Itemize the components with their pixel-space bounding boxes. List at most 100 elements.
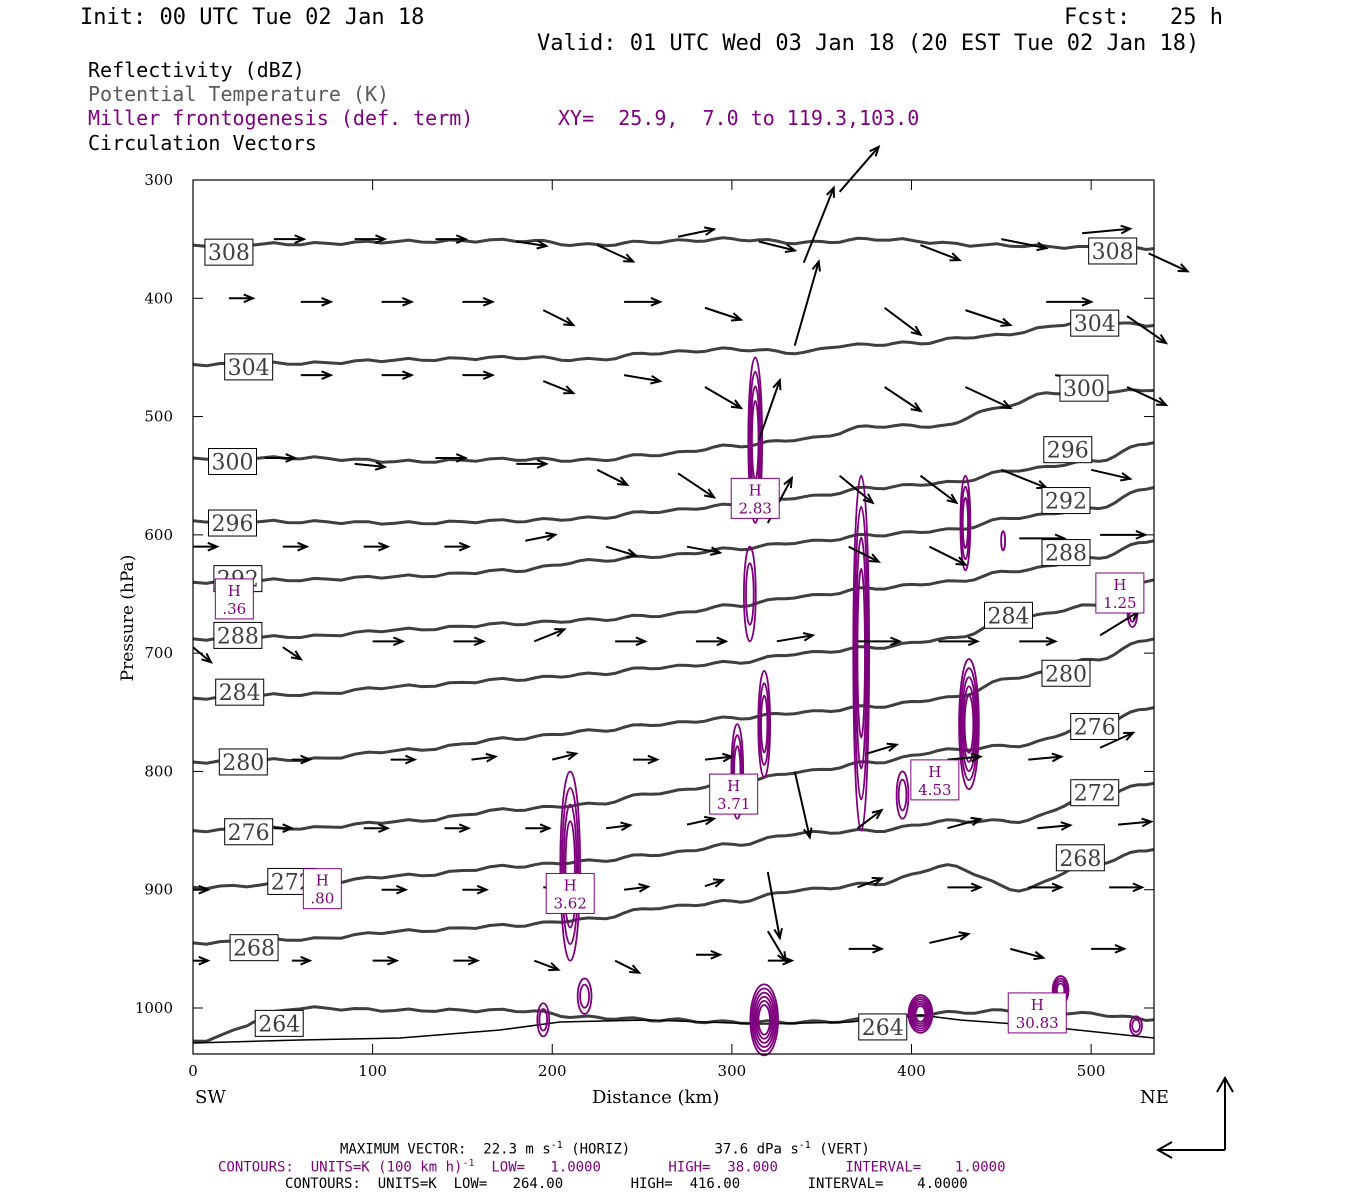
circulation-vector-head (536, 459, 549, 469)
circulation-vector (704, 306, 742, 321)
circulation-vector-head (722, 752, 735, 763)
x-tick-label: 400 (897, 1062, 926, 1080)
circulation-vector-head (970, 752, 983, 763)
fronto-contour (959, 667, 979, 781)
circulation-vector (857, 877, 882, 889)
fronto-contour (959, 474, 972, 572)
theta-line-268 (192, 848, 1155, 946)
circulation-vector-head (825, 185, 835, 198)
fronto-contour (960, 485, 971, 561)
fronto-contour (1000, 530, 1006, 552)
fronto-max-value: 3.71 (717, 795, 750, 813)
fronto-max-value: 30.83 (1016, 1014, 1059, 1032)
circulation-vector-head (802, 632, 816, 642)
theta-label: 268 (1059, 847, 1101, 872)
circulation-vector (766, 871, 781, 939)
circulation-vector-head (773, 927, 783, 941)
valid-time: Valid: 01 UTC Wed 03 Jan 18 (20 EST Tue … (537, 31, 1200, 56)
circulation-vector-head (387, 955, 400, 966)
fronto-max-letter: H (1113, 576, 1126, 594)
fronto-contour (536, 1002, 551, 1038)
y-tick-label: 500 (144, 408, 173, 426)
circulation-vector-head (467, 955, 481, 966)
circulation-vector-head (1033, 950, 1046, 961)
init-time: Init: 00 UTC Tue 02 Jan 18 (80, 5, 425, 30)
fronto-contour (853, 505, 869, 801)
circulation-vector (1000, 468, 1047, 489)
circulation-vector-head (198, 955, 211, 966)
circulation-vector-head (910, 325, 923, 337)
footer-max-vector: MAXIMUM VECTOR: 22.3 m s-1 (HORIZ) 37.6 … (340, 1140, 870, 1158)
circulation-vector-head (617, 476, 630, 486)
circulation-vector-head (967, 636, 981, 647)
fronto-contour (757, 669, 772, 779)
fronto-contour (909, 996, 932, 1032)
theta-contours (192, 236, 1155, 1044)
theta-label: 276 (228, 821, 270, 846)
circulation-vector (1090, 468, 1131, 480)
fronto-max-value: 4.53 (918, 781, 951, 799)
circulation-vector (1010, 947, 1044, 959)
circulation-vector-head (970, 816, 983, 827)
circulation-vector-head (647, 754, 660, 765)
theta-labels: 3083083043043003002962962922922882882842… (204, 237, 1138, 1041)
fronto-max-value: 2.83 (739, 499, 772, 517)
circulation-vector-head (294, 234, 307, 244)
circulation-vector (766, 930, 787, 962)
fronto-max-box (910, 759, 960, 801)
theta-label-box (213, 621, 263, 649)
circulation-vector-head (473, 636, 487, 647)
theta-label-box (1088, 237, 1138, 265)
y-tick-label: 900 (144, 881, 173, 899)
circulation-vector-head (378, 541, 391, 552)
circulation-vector-head (710, 949, 723, 960)
circulation-vector-head (201, 652, 213, 664)
theta-label: 280 (222, 751, 264, 776)
circulation-vector-head (871, 808, 884, 820)
fronto-contour (579, 983, 590, 1009)
circulation-vector-head (545, 531, 558, 542)
circulation-vector (1148, 252, 1189, 273)
circulation-vector (704, 386, 742, 409)
circulation-vector-head (703, 226, 717, 236)
y-tick-label: 300 (144, 171, 173, 189)
circulation-vector-head (1120, 472, 1133, 482)
y-axis-label: Pressure (hPa) (118, 555, 138, 682)
theta-label: 296 (1047, 439, 1089, 464)
circulation-vector (542, 309, 574, 327)
theta-label: 264 (258, 1012, 300, 1037)
fronto-max-box (1007, 992, 1067, 1034)
circulation-vector-head (396, 884, 409, 895)
fronto-contour (913, 1002, 928, 1025)
circulation-vector-head (784, 243, 798, 254)
circulation-vector (947, 755, 981, 761)
legend-frontogenesis: Miller frontogenesis (def. term) (88, 106, 474, 130)
circulation-vector (884, 386, 922, 412)
theta-label: 292 (1045, 490, 1087, 515)
circulation-vector (929, 545, 966, 566)
fronto-contour (914, 1005, 927, 1023)
circulation-vector-head (1045, 636, 1058, 647)
circulation-vector-head (566, 751, 579, 761)
circulation-vector (965, 309, 1011, 327)
theta-line-284 (192, 578, 1155, 701)
circulation-vector-head (375, 234, 388, 244)
fronto-max-letter: H (749, 481, 762, 499)
theta-label-box (208, 509, 258, 537)
ground-surface (192, 1014, 1155, 1044)
fronto-contour (852, 474, 871, 832)
fronto-max-letter: H (316, 872, 329, 890)
circulation-vector (686, 817, 715, 826)
circulation-vector (677, 472, 715, 499)
theta-label: 284 (219, 681, 261, 706)
compass-arrow-icon (1155, 1075, 1234, 1159)
fronto-contour (752, 991, 776, 1048)
fronto-max-value: 1.25 (1103, 594, 1136, 612)
circulation-vector-head (1120, 224, 1133, 235)
fronto-contour (907, 994, 934, 1034)
circulation-vector-head (783, 475, 794, 489)
fronto-max-letter: H (1031, 996, 1044, 1014)
fronto-contour (757, 1004, 771, 1036)
circulation-vector (919, 474, 958, 504)
circulation-vector (947, 818, 981, 830)
